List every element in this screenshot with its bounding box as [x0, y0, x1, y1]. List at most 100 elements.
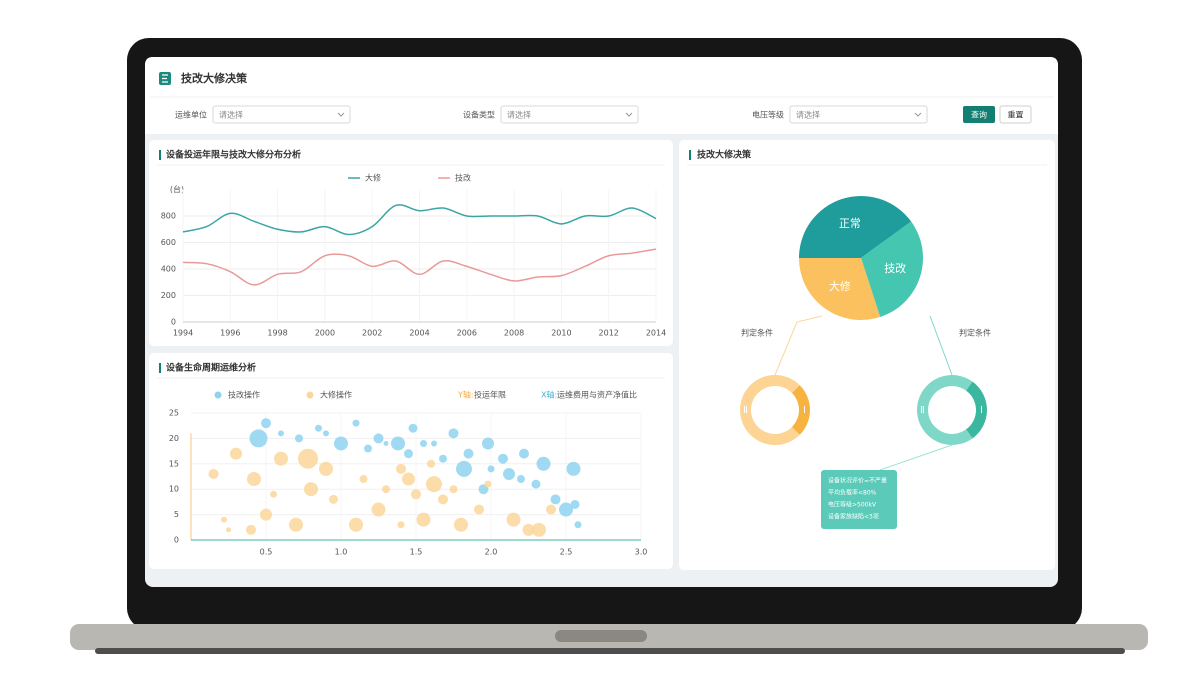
bubble: [247, 472, 261, 487]
bubble: [517, 475, 525, 484]
bubble: [574, 521, 582, 529]
bubble: [546, 504, 556, 515]
x-tick-label: 2000: [315, 329, 335, 338]
slice-label: 技改: [884, 261, 906, 275]
panel-title: 设备生命周期运维分析: [166, 362, 256, 374]
select[interactable]: [500, 105, 639, 124]
slice-label: Ⅱ: [743, 405, 748, 416]
x-tick-label: 2008: [504, 329, 524, 338]
bubble: [532, 522, 546, 537]
app-icon-lines: [162, 74, 168, 83]
x-tick-label: 2004: [409, 329, 429, 338]
panel: [149, 353, 673, 569]
base-shadow: [95, 648, 1125, 654]
query-button-label[interactable]: 查询: [971, 110, 987, 120]
bubble: [373, 433, 384, 444]
title-marker: [159, 363, 161, 373]
x-tick-label: 1998: [267, 329, 287, 338]
y-tick-label: 25: [169, 409, 179, 418]
y-tick-label: 15: [169, 459, 179, 468]
header-bar: [145, 57, 1058, 97]
bubble: [289, 517, 303, 532]
legend-label: 大修操作: [320, 390, 352, 400]
panel: [679, 140, 1055, 570]
query-button[interactable]: [963, 106, 995, 123]
bubble: [249, 429, 268, 448]
bubble: [454, 517, 468, 532]
slice-label: Ⅰ: [980, 405, 983, 416]
connector: [879, 444, 953, 471]
axis-key: Y轴:: [457, 390, 474, 400]
x-tick-label: 2014: [646, 329, 666, 338]
bubble: [456, 460, 472, 477]
bubble: [474, 504, 484, 515]
line-series: [182, 204, 657, 236]
bubble: [270, 490, 277, 498]
axis-key: X轴:: [541, 390, 557, 400]
slice-label: Ⅱ: [920, 405, 925, 416]
y-tick-label: 5: [174, 510, 179, 519]
bubble: [383, 440, 389, 446]
select[interactable]: [789, 105, 928, 124]
y-unit: (台): [170, 184, 184, 194]
bubble: [449, 485, 458, 494]
page-title: 技改大修决策: [181, 71, 248, 85]
bubble: [226, 527, 231, 533]
bubble: [246, 524, 256, 535]
legend-label: 技改: [455, 173, 471, 183]
bubble: [396, 463, 406, 474]
bubble: [274, 451, 288, 466]
bubble: [278, 430, 284, 437]
bubble: [364, 444, 372, 453]
bubble: [426, 476, 442, 493]
bubble: [402, 472, 415, 486]
select-placeholder[interactable]: 请选择: [219, 110, 243, 120]
legend-label: 技改操作: [228, 390, 260, 400]
tooltip-line: 设备状况评价=不严重: [828, 477, 887, 485]
y-tick-label: 600: [161, 238, 176, 247]
filter-label: 运维单位: [175, 110, 207, 120]
title-marker: [689, 150, 691, 160]
title-marker: [159, 150, 161, 160]
bubble: [334, 436, 348, 451]
bubble: [566, 461, 581, 476]
select-placeholder[interactable]: 请选择: [507, 110, 531, 120]
bubble: [397, 521, 405, 529]
axis-name: 运维费用与资产净值比: [557, 390, 637, 400]
bubble: [230, 447, 242, 460]
y-tick-label: 400: [161, 265, 176, 274]
legend-swatch: [306, 391, 314, 399]
bubble: [448, 428, 459, 439]
bubble: [319, 461, 333, 476]
bubble: [411, 489, 421, 500]
y-tick-label: 0: [171, 318, 176, 327]
reset-button[interactable]: [999, 105, 1032, 124]
bubble: [522, 523, 535, 536]
x-tick-label: 2.5: [560, 548, 573, 557]
pie-slice: [861, 221, 923, 317]
y-tick-label: 10: [169, 485, 179, 494]
x-tick-label: 1.0: [335, 548, 348, 557]
reset-button-label[interactable]: 重置: [1008, 110, 1024, 120]
x-tick-label: 2010: [551, 329, 571, 338]
bubble: [261, 418, 271, 429]
bubble: [221, 516, 227, 523]
donut-slice: [916, 375, 973, 445]
slice-label: Ⅰ: [803, 405, 806, 416]
bubble: [315, 424, 322, 432]
donut-slice: [966, 381, 987, 439]
x-tick-label: 2012: [599, 329, 619, 338]
select-placeholder[interactable]: 请选择: [796, 110, 820, 120]
legend-label: 大修: [365, 173, 381, 183]
y-tick-label: 800: [161, 212, 176, 221]
bubble: [484, 480, 492, 488]
filter-label: 设备类型: [463, 110, 495, 120]
bubble: [506, 512, 521, 527]
bubble: [420, 439, 427, 447]
bubble: [208, 468, 219, 479]
tooltip-line: 设备家族缺陷<3项: [828, 513, 879, 521]
select[interactable]: [212, 105, 351, 124]
bubble: [559, 502, 573, 517]
